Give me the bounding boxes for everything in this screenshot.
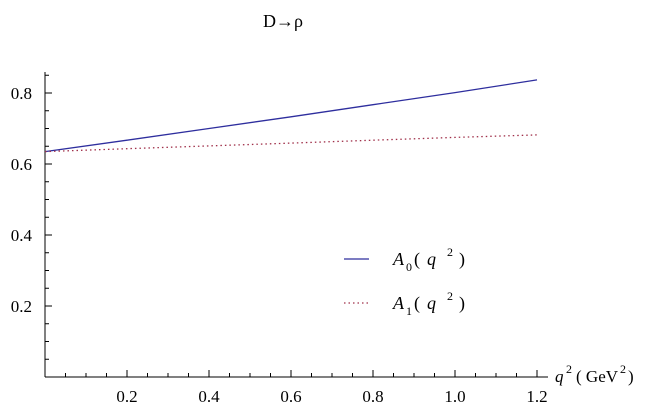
svg-text:0: 0 <box>406 260 412 274</box>
y-tick-label: 0.4 <box>11 226 33 245</box>
svg-text:(: ( <box>414 293 420 314</box>
svg-text:2: 2 <box>447 289 453 303</box>
svg-text:A: A <box>392 293 405 313</box>
y-tick-label: 0.6 <box>11 155 32 174</box>
legend-label-a0: A 0 ( q 2 ) <box>392 245 465 274</box>
svg-text:): ) <box>459 249 465 270</box>
x-tick-label: 1.2 <box>526 387 547 406</box>
x-tick-label: 0.4 <box>198 387 220 406</box>
svg-text:2: 2 <box>620 362 626 376</box>
legend-label-a1: A 1 ( q 2 ) <box>392 289 465 318</box>
x-tick-label: 0.8 <box>362 387 383 406</box>
x-tick-label: 1.0 <box>444 387 465 406</box>
x-tick-label: 0.2 <box>116 387 137 406</box>
svg-text:( GeV: ( GeV <box>576 367 619 386</box>
y-tick-label: 0.8 <box>11 84 32 103</box>
x-axis-label: q 2 ( GeV 2 ) <box>555 362 634 386</box>
series-line-a1 <box>44 134 538 153</box>
y-tick-label: 0.2 <box>11 297 32 316</box>
series-layer <box>44 79 538 153</box>
svg-text:1: 1 <box>406 304 412 318</box>
svg-text:q: q <box>427 249 436 269</box>
svg-text:A: A <box>392 249 405 269</box>
ticks-layer: 0.2 0.4 0.6 0.8 1.0 1.2 0.2 0.4 0.6 0.8 <box>11 74 548 406</box>
series-line-a0 <box>44 79 538 153</box>
legend: A 0 ( q 2 ) A 1 ( q 2 ) <box>344 245 465 318</box>
svg-text:(: ( <box>414 249 420 270</box>
svg-text:q: q <box>427 293 436 313</box>
svg-text:q: q <box>555 367 564 386</box>
chart-title: D→ρ <box>263 11 303 31</box>
svg-text:): ) <box>459 293 465 314</box>
svg-text:2: 2 <box>447 245 453 259</box>
svg-text:2: 2 <box>566 362 572 376</box>
svg-text:): ) <box>628 367 634 386</box>
x-tick-label: 0.6 <box>280 387 301 406</box>
